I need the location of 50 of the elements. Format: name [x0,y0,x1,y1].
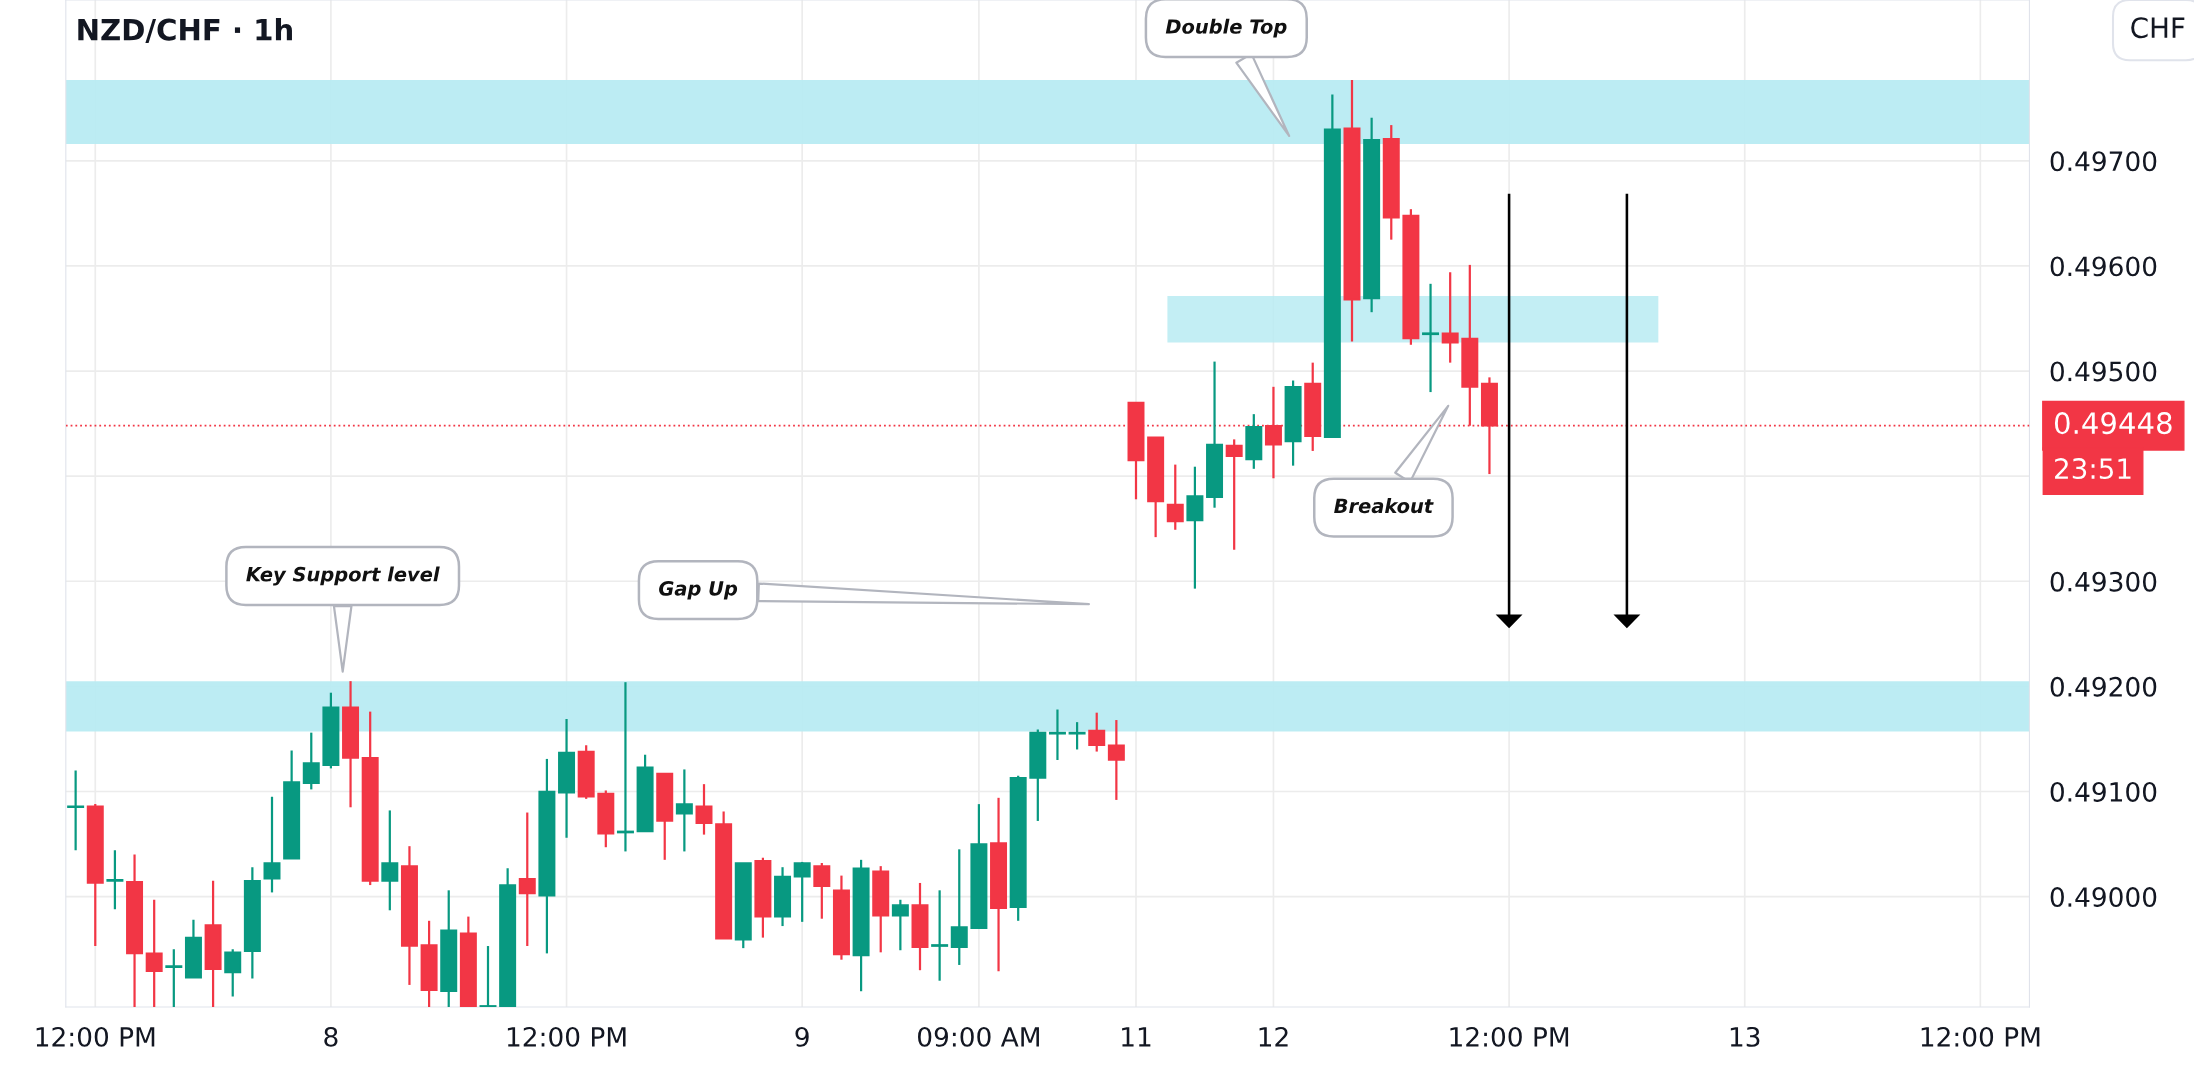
x-tick-label: 13 [1730,1026,1760,1047]
candlestick [1166,463,1184,531]
candlestick [1422,282,1440,394]
candlestick [813,861,831,920]
candlestick [165,948,183,1007]
annotation: Double Top [1165,18,1287,38]
y-tick-label: 0.49100 [2050,781,2157,802]
x-tick-label: 12:00 PM [507,1026,626,1047]
x-tick-label: 12:00 PM [1921,1026,2040,1047]
candlestick [106,849,124,911]
text: CHF [2131,17,2185,39]
candlestick [1441,271,1459,364]
candlestick [381,809,399,912]
candlestick [695,783,713,836]
candlestick [1048,708,1066,762]
x-tick-label: 12 [1259,1026,1288,1047]
ref-line-label: 0.49448 [2054,412,2172,435]
candlestick [224,948,242,998]
candlestick [67,769,85,852]
annotation: Gap Up [659,581,738,600]
x-tick-label: 12:00 PM [36,1026,155,1047]
candlestick [950,848,968,967]
annotation: Key Support level [246,566,440,586]
candlestick [1068,721,1086,751]
candlestick [891,898,909,952]
x-tick-label: 8 [324,1026,338,1047]
candlestick [931,889,949,982]
candlestick [263,795,281,894]
candlestick [479,944,497,1007]
y-tick-label: 0.49700 [2050,151,2157,172]
candlestick [302,731,320,791]
y-tick-label: 0.49300 [2050,571,2157,592]
candlestick [1225,438,1243,551]
candlestick [1107,718,1125,802]
candlestick [518,811,536,948]
candlestick [793,860,811,923]
y-tick-label: 0.49000 [2050,887,2157,908]
x-tick-label: 09:00 AM [918,1026,1039,1047]
text: NZD/CHF · 1h [78,18,292,43]
y-tick-label: 0.49200 [2050,676,2157,697]
candlestick [145,898,163,1007]
y-tick-label: 0.49500 [2050,361,2157,382]
annotation: Breakout [1334,498,1434,514]
x-tick-label: 11 [1122,1027,1151,1047]
x-tick-label: 9 [795,1026,809,1047]
candlestick [1088,711,1106,753]
x-tick-label: 12:00 PM [1450,1026,1569,1047]
y-tick-label: 0.49600 [2050,256,2157,277]
text: 23:51 [2055,458,2131,480]
candlestick [675,768,693,853]
